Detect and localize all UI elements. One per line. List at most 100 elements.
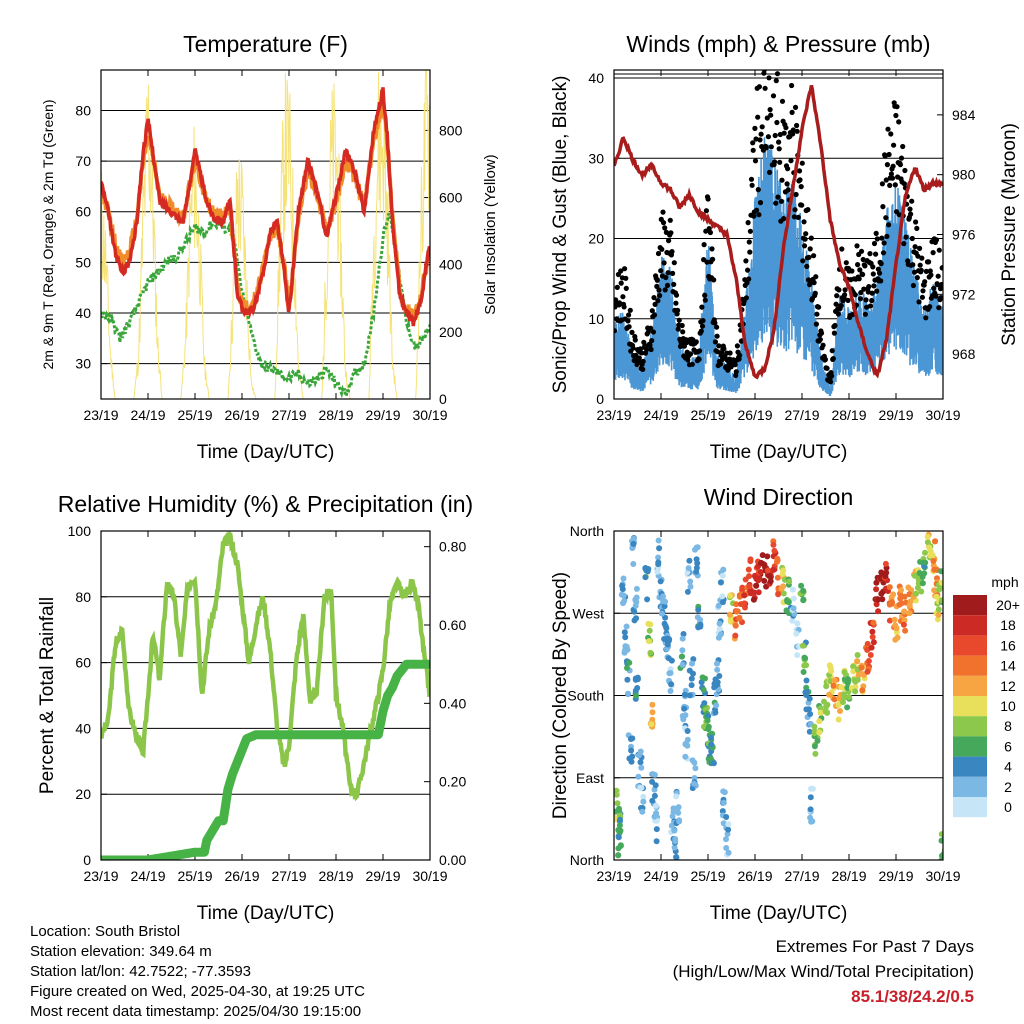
direction-point xyxy=(837,708,843,714)
gust-point xyxy=(745,220,751,226)
gust-point xyxy=(878,261,884,267)
gust-point xyxy=(869,290,875,296)
temperature-plot xyxy=(101,70,430,399)
gust-point xyxy=(811,253,817,259)
direction-point xyxy=(753,582,760,589)
direction-point xyxy=(932,538,939,545)
direction-point xyxy=(675,809,682,816)
direction-point xyxy=(633,585,640,592)
gust-point xyxy=(901,241,907,247)
gust-point xyxy=(936,305,942,311)
gust-point xyxy=(933,237,940,243)
gust-point xyxy=(889,175,896,181)
direction-point xyxy=(873,586,880,593)
gust-point xyxy=(765,134,772,140)
direction-point xyxy=(648,721,655,728)
direction-point xyxy=(616,807,622,814)
direction-point xyxy=(718,579,724,586)
legend-swatch xyxy=(953,776,987,797)
gust-point xyxy=(763,145,769,151)
gust-point xyxy=(831,330,838,336)
temperature-xtick-label: 30/19 xyxy=(412,407,447,423)
direction-point xyxy=(745,566,752,573)
gust-point xyxy=(702,292,708,298)
gust-point xyxy=(795,214,801,220)
direction-point xyxy=(701,723,707,730)
gust-point xyxy=(873,230,879,236)
gust-point xyxy=(667,217,673,223)
gust-point xyxy=(773,200,779,206)
direction-point xyxy=(783,607,790,614)
gust-point xyxy=(909,198,915,204)
humidity-ytick-label: 20 xyxy=(75,786,91,802)
temperature-ytick-label: 80 xyxy=(75,102,91,118)
gust-point xyxy=(638,350,645,356)
direction-point xyxy=(630,540,637,547)
gust-point xyxy=(857,296,864,302)
direction-point xyxy=(778,585,785,592)
direction-point xyxy=(811,743,818,750)
direction-point xyxy=(892,636,899,643)
gust-point xyxy=(788,158,794,164)
direction-point xyxy=(816,718,823,725)
direction-point xyxy=(631,617,638,624)
gust-point xyxy=(813,321,820,327)
gust-point xyxy=(762,85,768,91)
gust-point xyxy=(838,303,844,309)
gust-point xyxy=(939,281,943,288)
temperature-xlabel: Time (Day/UTC) xyxy=(197,442,335,463)
direction-point xyxy=(741,600,748,607)
direction-point xyxy=(854,652,861,658)
direction-point xyxy=(809,818,816,825)
gust-point xyxy=(880,250,887,256)
gust-point xyxy=(884,233,890,239)
humidity-xtick-label: 27/19 xyxy=(271,868,306,884)
direction-point xyxy=(710,760,717,767)
legend-label: 12 xyxy=(1000,678,1016,694)
gust-point xyxy=(651,295,657,301)
gust-point xyxy=(808,235,814,241)
direction-ytick-label: North xyxy=(570,523,604,539)
gust-point xyxy=(627,307,633,313)
direction-point xyxy=(901,608,908,615)
direction-xtick-label: 26/19 xyxy=(737,868,772,884)
direction-point xyxy=(865,658,872,664)
humidity-xtick-label: 24/19 xyxy=(130,868,165,884)
direction-point xyxy=(774,555,781,562)
temperature-y2tick-label: 0 xyxy=(439,391,447,407)
gust-point xyxy=(785,166,791,172)
gust-point xyxy=(893,112,899,119)
direction-point xyxy=(650,771,656,778)
direction-point xyxy=(822,708,829,715)
direction-point xyxy=(850,663,857,670)
direction-point xyxy=(938,837,943,844)
direction-point xyxy=(719,808,726,815)
gust-point xyxy=(885,126,891,132)
direction-point xyxy=(649,701,656,708)
gust-point xyxy=(727,350,733,356)
winds-frame xyxy=(613,69,944,400)
direction-point xyxy=(868,644,875,651)
direction-point xyxy=(685,565,692,572)
direction-point xyxy=(751,589,758,596)
gust-point xyxy=(660,209,666,215)
station-info: Location: South Bristol Station elevatio… xyxy=(30,922,365,1022)
gust-point xyxy=(938,295,943,301)
direction-point xyxy=(657,578,664,585)
gust-point xyxy=(829,373,835,379)
direction-point xyxy=(726,611,733,618)
winds-y2tick-label: 972 xyxy=(952,286,976,302)
gust-point xyxy=(854,243,860,249)
gust-point xyxy=(820,342,826,348)
humidity-ytick-label: 100 xyxy=(68,523,92,539)
direction-point xyxy=(695,606,702,613)
gust-point xyxy=(814,311,820,317)
gust-point xyxy=(769,64,774,69)
gust-point xyxy=(700,318,706,324)
gust-point xyxy=(914,275,920,281)
direction-point xyxy=(801,654,808,661)
direction-point xyxy=(780,590,787,597)
gust-point xyxy=(648,346,654,353)
direction-point xyxy=(891,616,898,623)
gust-point xyxy=(665,270,671,276)
